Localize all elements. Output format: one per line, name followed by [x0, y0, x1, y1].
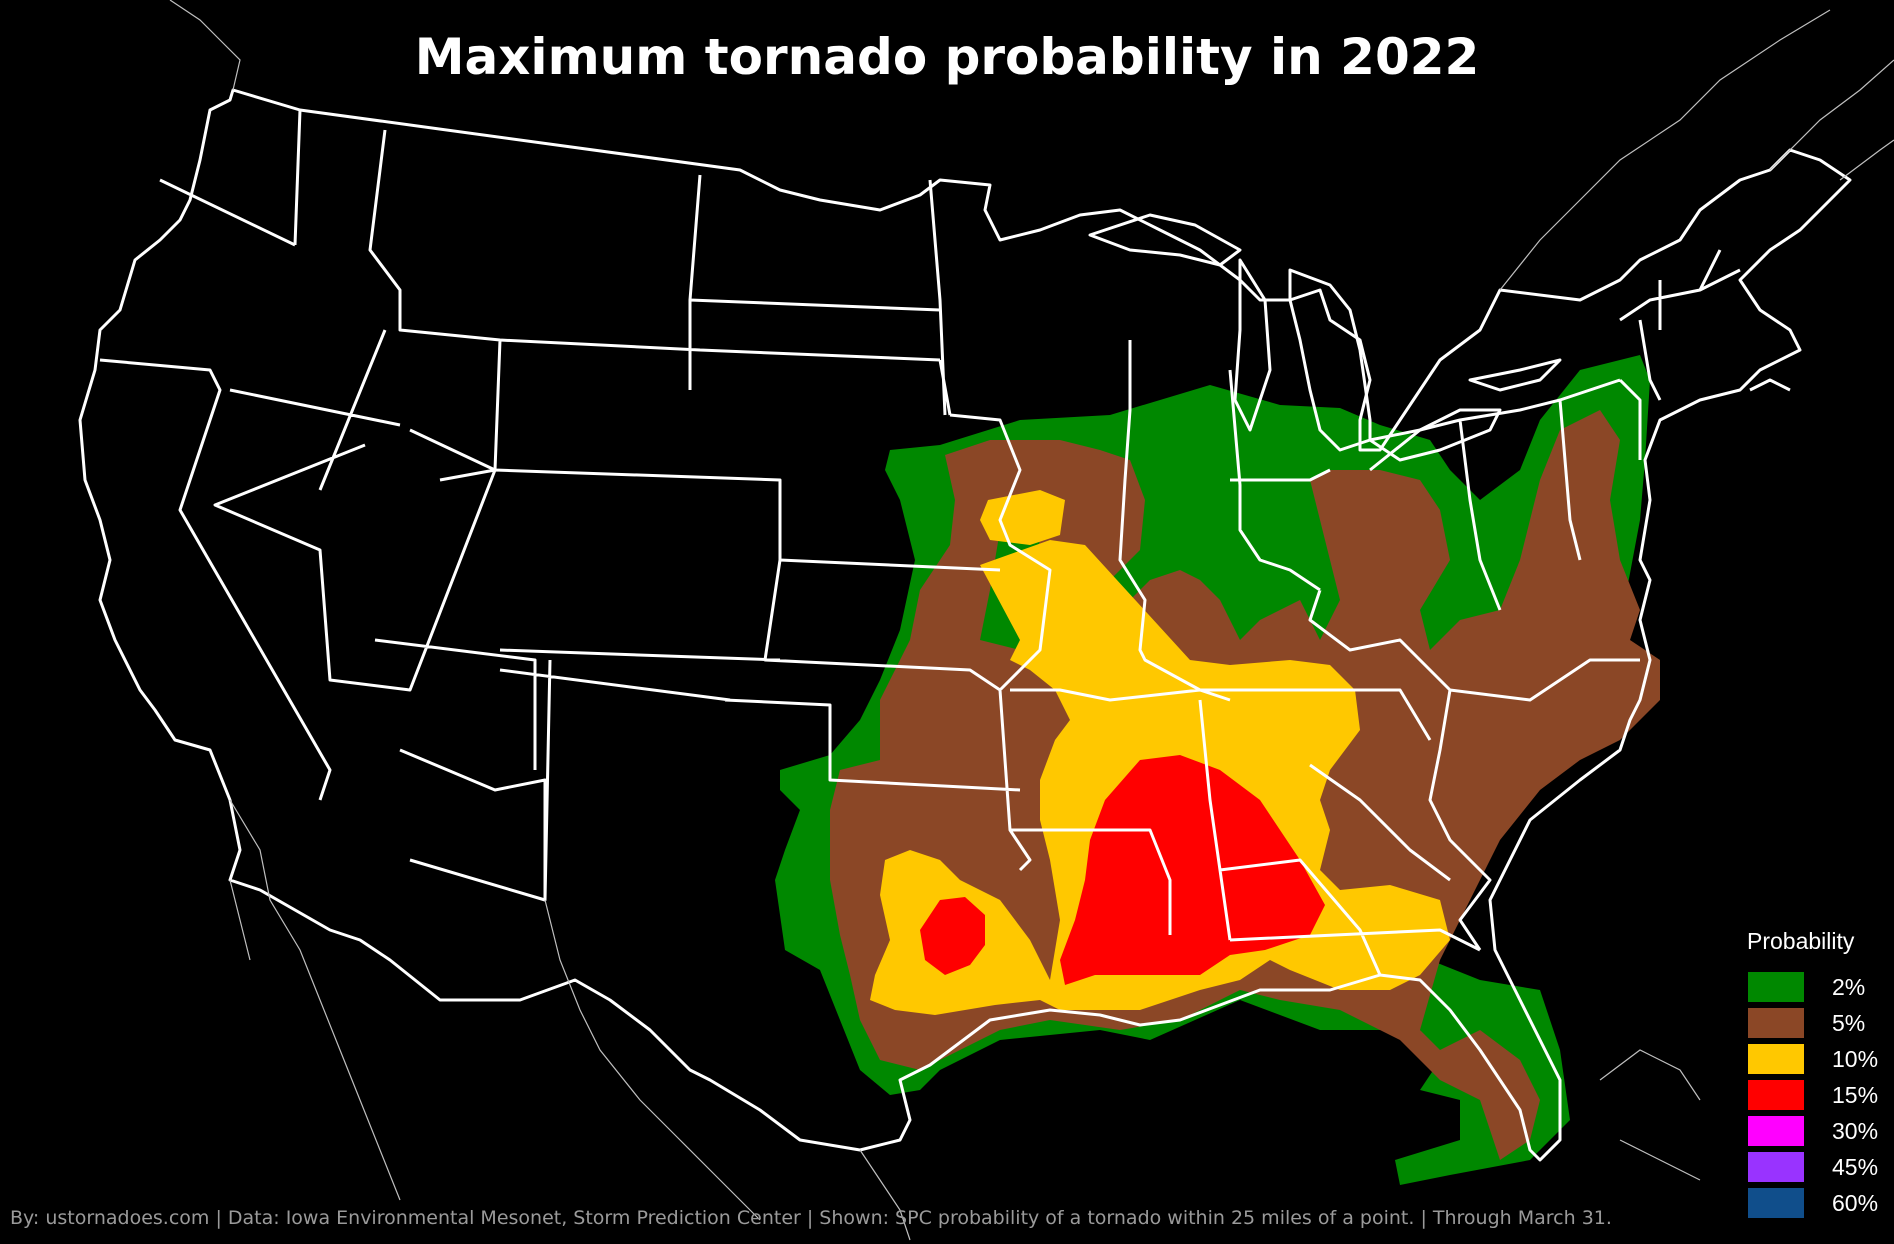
legend-title: Probability: [1747, 928, 1855, 954]
great-lakes: [1088, 213, 1562, 462]
neighbor-coastlines: [169, 0, 1894, 1241]
map-title: Maximum tornado probability in 2022: [414, 28, 1480, 86]
legend-swatch: [1748, 1008, 1804, 1038]
legend-label: 60%: [1832, 1189, 1879, 1216]
legend-item: 2%: [1734, 969, 1884, 1005]
probability-zones: [775, 355, 1660, 1185]
legend-item: 45%: [1734, 1149, 1884, 1185]
legend-swatch: [1748, 1080, 1804, 1110]
legend-swatch: [1748, 1116, 1804, 1146]
legend: Probability 2% 5% 10% 15% 30% 45% 60%: [1734, 928, 1884, 1221]
legend-item: 60%: [1734, 1185, 1884, 1221]
legend-label: 10%: [1832, 1045, 1879, 1072]
legend-swatch: [1748, 1152, 1804, 1182]
legend-label: 5%: [1832, 1009, 1866, 1036]
legend-item: 5%: [1734, 1005, 1884, 1041]
state-lines: [99, 109, 1791, 976]
source-footer: By: ustornadoes.com | Data: Iowa Environ…: [10, 1207, 1612, 1229]
legend-item: 30%: [1734, 1113, 1884, 1149]
legend-item: 15%: [1734, 1077, 1884, 1113]
legend-swatch: [1748, 1188, 1804, 1218]
legend-label: 45%: [1832, 1153, 1879, 1180]
legend-label: 15%: [1832, 1081, 1879, 1108]
legend-label: 2%: [1832, 973, 1866, 1000]
legend-swatch: [1748, 1044, 1804, 1074]
mexico-coast: [229, 799, 911, 1241]
legend-label: 30%: [1832, 1117, 1879, 1144]
canada-coast: [169, 0, 1894, 1181]
legend-swatch: [1748, 972, 1804, 1002]
zone-15-percent: [920, 755, 1325, 985]
legend-item: 10%: [1734, 1041, 1884, 1077]
